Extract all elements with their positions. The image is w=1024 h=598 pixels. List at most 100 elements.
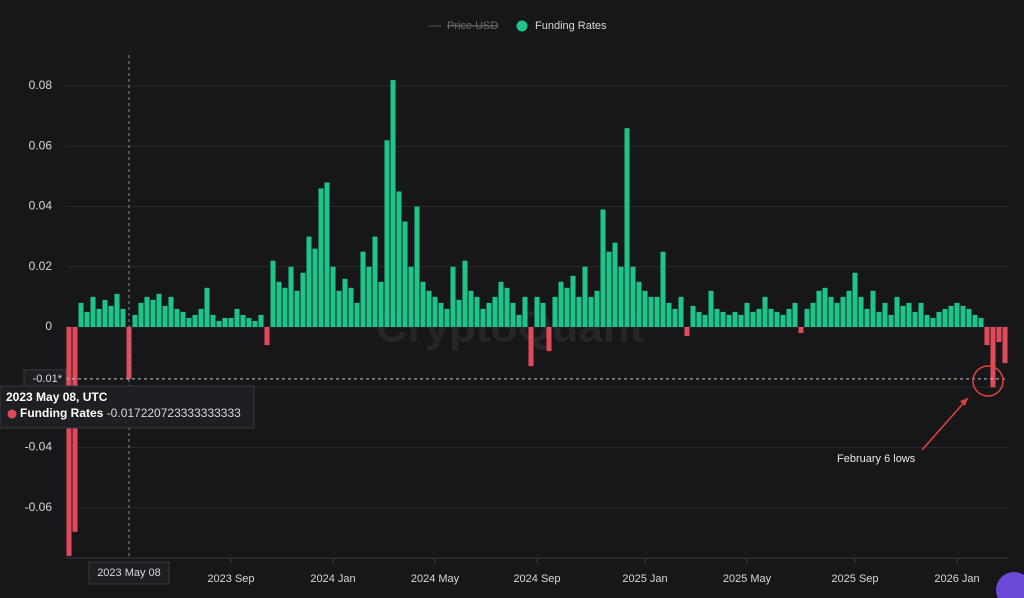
bar bbox=[162, 305, 168, 327]
bar bbox=[522, 296, 528, 327]
bar bbox=[678, 296, 684, 327]
bar bbox=[528, 326, 534, 367]
bar bbox=[762, 296, 768, 327]
bar bbox=[990, 326, 996, 388]
bar bbox=[582, 266, 588, 327]
bar bbox=[804, 308, 810, 327]
bar bbox=[696, 311, 702, 327]
bar bbox=[378, 281, 384, 327]
bar bbox=[276, 281, 282, 327]
bar bbox=[744, 302, 750, 327]
bar bbox=[444, 308, 450, 327]
bar bbox=[168, 296, 174, 327]
tooltip-title: 2023 May 08, UTC bbox=[6, 390, 108, 404]
y-tick-label: 0.06 bbox=[29, 138, 53, 152]
bar bbox=[498, 281, 504, 327]
bar bbox=[774, 311, 780, 327]
bar bbox=[906, 302, 912, 327]
bar bbox=[348, 287, 354, 327]
bar bbox=[330, 266, 336, 327]
legend-label[interactable]: Price USD bbox=[447, 20, 498, 32]
x-tick-label: 2025 May bbox=[723, 573, 772, 585]
bar bbox=[780, 314, 786, 327]
bar bbox=[336, 290, 342, 327]
bar bbox=[210, 314, 216, 327]
bar bbox=[666, 302, 672, 327]
y-tick-label: 0.02 bbox=[29, 259, 53, 273]
bar bbox=[726, 314, 732, 327]
tooltip-marker bbox=[7, 409, 17, 419]
bar bbox=[966, 308, 972, 327]
bar bbox=[438, 302, 444, 327]
bar bbox=[714, 308, 720, 327]
legend: Price USD Funding Rates bbox=[428, 20, 607, 32]
bar bbox=[624, 128, 630, 327]
bar bbox=[342, 278, 348, 327]
tooltip-row: Funding Rates -0.017220723333333333 bbox=[20, 406, 241, 420]
bar bbox=[144, 296, 150, 327]
bar bbox=[114, 293, 120, 327]
bar bbox=[570, 275, 576, 327]
bar bbox=[198, 308, 204, 327]
annotation: February 6 lows bbox=[837, 365, 1004, 465]
bar bbox=[384, 140, 390, 327]
bar bbox=[846, 290, 852, 327]
bar bbox=[576, 296, 582, 327]
bar bbox=[408, 266, 414, 327]
bar bbox=[156, 293, 162, 327]
y-tick-label: 0.08 bbox=[29, 78, 53, 92]
bar bbox=[246, 317, 252, 327]
bar bbox=[864, 308, 870, 327]
bar bbox=[108, 305, 114, 327]
bar bbox=[474, 296, 480, 327]
bar bbox=[300, 272, 306, 327]
crosshair-y-label: -0.01* bbox=[33, 373, 63, 385]
bar bbox=[84, 311, 90, 327]
bar bbox=[222, 317, 228, 327]
bar bbox=[402, 221, 408, 327]
x-tick-label: 2023 Sep bbox=[207, 573, 254, 585]
x-tick-label: 2024 Sep bbox=[513, 573, 560, 585]
bar bbox=[462, 260, 468, 327]
bar bbox=[732, 311, 738, 327]
legend-label[interactable]: Funding Rates bbox=[535, 20, 607, 32]
annotation-text: February 6 lows bbox=[837, 453, 916, 465]
bar bbox=[870, 290, 876, 327]
x-tick-label: 2025 Sep bbox=[831, 573, 878, 585]
bar bbox=[702, 314, 708, 327]
bar bbox=[888, 314, 894, 327]
bar bbox=[468, 290, 474, 327]
bar bbox=[786, 308, 792, 327]
bar bbox=[72, 326, 78, 532]
annotation-arrow bbox=[921, 397, 969, 451]
bar bbox=[876, 311, 882, 327]
bar bbox=[894, 296, 900, 327]
bar bbox=[282, 287, 288, 327]
crosshair-x-label: 2023 May 08 bbox=[97, 567, 161, 579]
bar bbox=[960, 305, 966, 327]
bar bbox=[288, 266, 294, 327]
chat-button[interactable] bbox=[996, 572, 1024, 598]
bar bbox=[486, 302, 492, 327]
bar bbox=[600, 209, 606, 327]
bar bbox=[822, 287, 828, 327]
bar bbox=[738, 314, 744, 327]
bar bbox=[396, 191, 402, 327]
bar bbox=[708, 290, 714, 327]
bar bbox=[324, 182, 330, 327]
bar bbox=[588, 296, 594, 327]
bar bbox=[138, 302, 144, 327]
bar bbox=[78, 302, 84, 327]
bar bbox=[918, 302, 924, 327]
bar bbox=[186, 317, 192, 327]
bar bbox=[684, 326, 690, 337]
bar bbox=[426, 290, 432, 327]
bar bbox=[720, 311, 726, 327]
bar bbox=[216, 320, 222, 327]
tooltip-label: Funding Rates bbox=[20, 406, 104, 420]
bar bbox=[228, 317, 234, 327]
bar bbox=[546, 326, 552, 352]
bar bbox=[258, 314, 264, 327]
bar bbox=[612, 242, 618, 327]
